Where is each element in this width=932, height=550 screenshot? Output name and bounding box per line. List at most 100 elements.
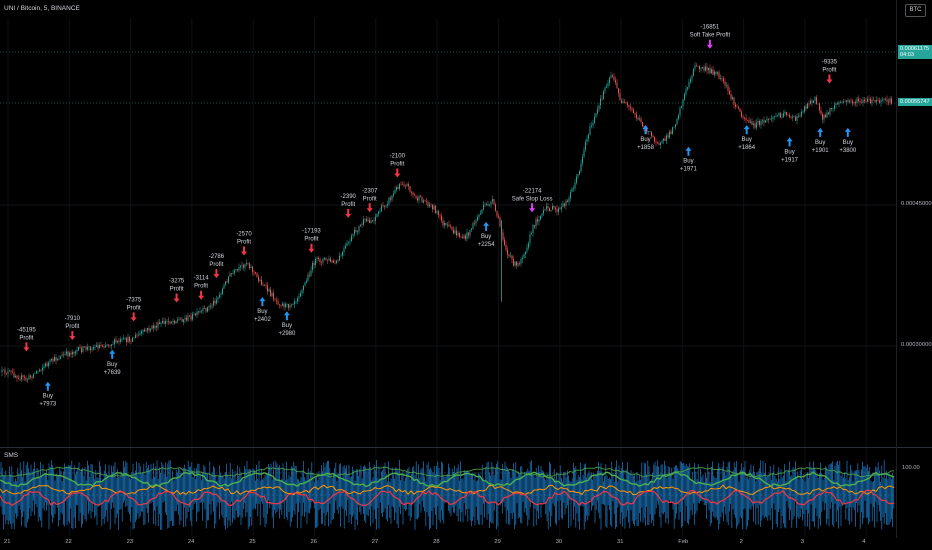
candle-body bbox=[289, 305, 291, 308]
candle-body bbox=[733, 97, 735, 105]
candle-body bbox=[871, 99, 873, 104]
candle-body bbox=[261, 279, 262, 285]
signal-sell-8[interactable]: -2570 Profit bbox=[236, 232, 252, 256]
signal-sell-23[interactable]: -9335 Profit bbox=[822, 60, 838, 84]
candle-body bbox=[37, 370, 39, 372]
candle-body bbox=[169, 321, 171, 324]
candle-body bbox=[139, 333, 141, 335]
candle-body bbox=[174, 320, 175, 324]
candle-body bbox=[313, 263, 315, 266]
candle-body bbox=[166, 321, 168, 322]
symbol-title[interactable]: UNI / Bitcoin, 5, BINANCE bbox=[4, 5, 80, 12]
signal-buy-18[interactable]: Buy +1971 bbox=[680, 146, 698, 173]
candle-body bbox=[609, 77, 610, 84]
signal-stop-19[interactable]: -16851 Soft Take Profit bbox=[690, 25, 731, 49]
signal-sell-6[interactable]: -3114 Profit bbox=[194, 276, 210, 300]
signal-buy-17[interactable]: Buy +1858 bbox=[637, 125, 655, 151]
signal-buy-10[interactable]: Buy +2980 bbox=[278, 311, 296, 337]
candle-body bbox=[25, 377, 27, 381]
time-tick-21: 21 bbox=[4, 539, 11, 545]
signal-buy-21[interactable]: Buy +1917 bbox=[781, 137, 799, 163]
candle-body bbox=[412, 192, 414, 195]
candle-body bbox=[807, 103, 808, 109]
signal-buy-3[interactable]: Buy +7639 bbox=[104, 349, 122, 376]
candle-body bbox=[190, 315, 192, 320]
candle-body bbox=[763, 120, 765, 123]
buy-arrow-icon bbox=[109, 349, 116, 359]
candle-body bbox=[100, 345, 102, 346]
candle-body bbox=[562, 203, 564, 207]
candle-body bbox=[82, 346, 84, 352]
candle-body bbox=[451, 226, 453, 230]
candle-body bbox=[43, 366, 45, 368]
signal-sell-7[interactable]: -2786 Profit bbox=[209, 254, 225, 279]
signal-buy-20[interactable]: Buy +1864 bbox=[738, 125, 756, 151]
candle-body bbox=[339, 255, 340, 261]
candle-body bbox=[715, 71, 717, 74]
candle-body bbox=[165, 321, 166, 324]
candle-body bbox=[154, 325, 156, 329]
candle-body bbox=[90, 346, 91, 351]
currency-button[interactable]: BTC bbox=[905, 4, 926, 17]
candle-body bbox=[273, 292, 274, 300]
candle-body bbox=[243, 265, 244, 268]
sell-arrow-icon bbox=[198, 290, 205, 300]
signal-sell-11[interactable]: -17193 Profit bbox=[302, 229, 321, 253]
candle-body bbox=[354, 229, 355, 235]
candle-body bbox=[586, 138, 588, 143]
candle-body bbox=[66, 351, 67, 354]
candle-body bbox=[393, 193, 394, 196]
signal-sell-4[interactable]: -7375 Profit bbox=[126, 297, 142, 322]
candle-body bbox=[648, 131, 649, 133]
signal-buy-1[interactable]: Buy +7973 bbox=[39, 381, 57, 408]
signal-sell-14[interactable]: -2100 Profit bbox=[390, 154, 406, 178]
signal-sell-2[interactable]: -7910 Profit bbox=[65, 316, 81, 341]
indicator-title[interactable]: SMS bbox=[4, 452, 19, 459]
candle-body bbox=[381, 205, 382, 212]
candle-body bbox=[156, 325, 157, 328]
candle-body bbox=[460, 236, 462, 238]
signal-sell-5[interactable]: -3275 Profit bbox=[169, 279, 185, 303]
candle-body bbox=[19, 379, 21, 380]
candle-body bbox=[516, 261, 517, 266]
candle-body bbox=[696, 65, 697, 67]
signal-label: +7973 bbox=[39, 402, 57, 408]
candle-body bbox=[397, 186, 399, 189]
candle-body bbox=[810, 100, 811, 105]
candle-body bbox=[414, 194, 415, 196]
candle-body bbox=[231, 273, 232, 275]
candle-body bbox=[151, 325, 153, 329]
candle-body bbox=[337, 260, 339, 262]
candle-body bbox=[471, 228, 472, 231]
signal-label: Profit bbox=[822, 68, 836, 74]
signal-stop-16[interactable]: -22174 Safe Stop Loss bbox=[512, 188, 553, 213]
candle-body bbox=[207, 307, 208, 312]
candle-body bbox=[390, 197, 391, 200]
signal-label: -3275 bbox=[169, 279, 185, 285]
signal-buy-15[interactable]: Buy +2254 bbox=[478, 221, 496, 248]
candle-body bbox=[208, 306, 210, 308]
candle-body bbox=[796, 116, 798, 121]
candle-body bbox=[301, 290, 303, 294]
candle-body bbox=[532, 225, 534, 234]
candle-body bbox=[510, 255, 511, 257]
signal-buy-9[interactable]: Buy +2402 bbox=[254, 297, 272, 323]
time-tick-25: 25 bbox=[249, 539, 256, 545]
candle-body bbox=[535, 219, 537, 227]
time-tick-30: 30 bbox=[555, 539, 563, 545]
candle-body bbox=[91, 349, 93, 351]
signal-buy-22[interactable]: Buy +1901 bbox=[812, 127, 830, 154]
signal-sell-13[interactable]: -2307 Profit bbox=[362, 188, 378, 213]
candle-body bbox=[171, 321, 172, 324]
candle-body bbox=[178, 318, 180, 320]
candle-body bbox=[112, 344, 114, 345]
candle-body bbox=[888, 101, 889, 103]
sell-arrow-icon bbox=[241, 246, 248, 256]
candle-body bbox=[867, 98, 868, 102]
candle-body bbox=[594, 116, 595, 124]
signal-buy-24[interactable]: Buy +3800 bbox=[839, 127, 857, 154]
signal-sell-0[interactable]: -45195 Profit bbox=[17, 327, 36, 352]
candle-body bbox=[771, 118, 772, 120]
signal-sell-12[interactable]: -2390 Profit bbox=[341, 194, 357, 218]
